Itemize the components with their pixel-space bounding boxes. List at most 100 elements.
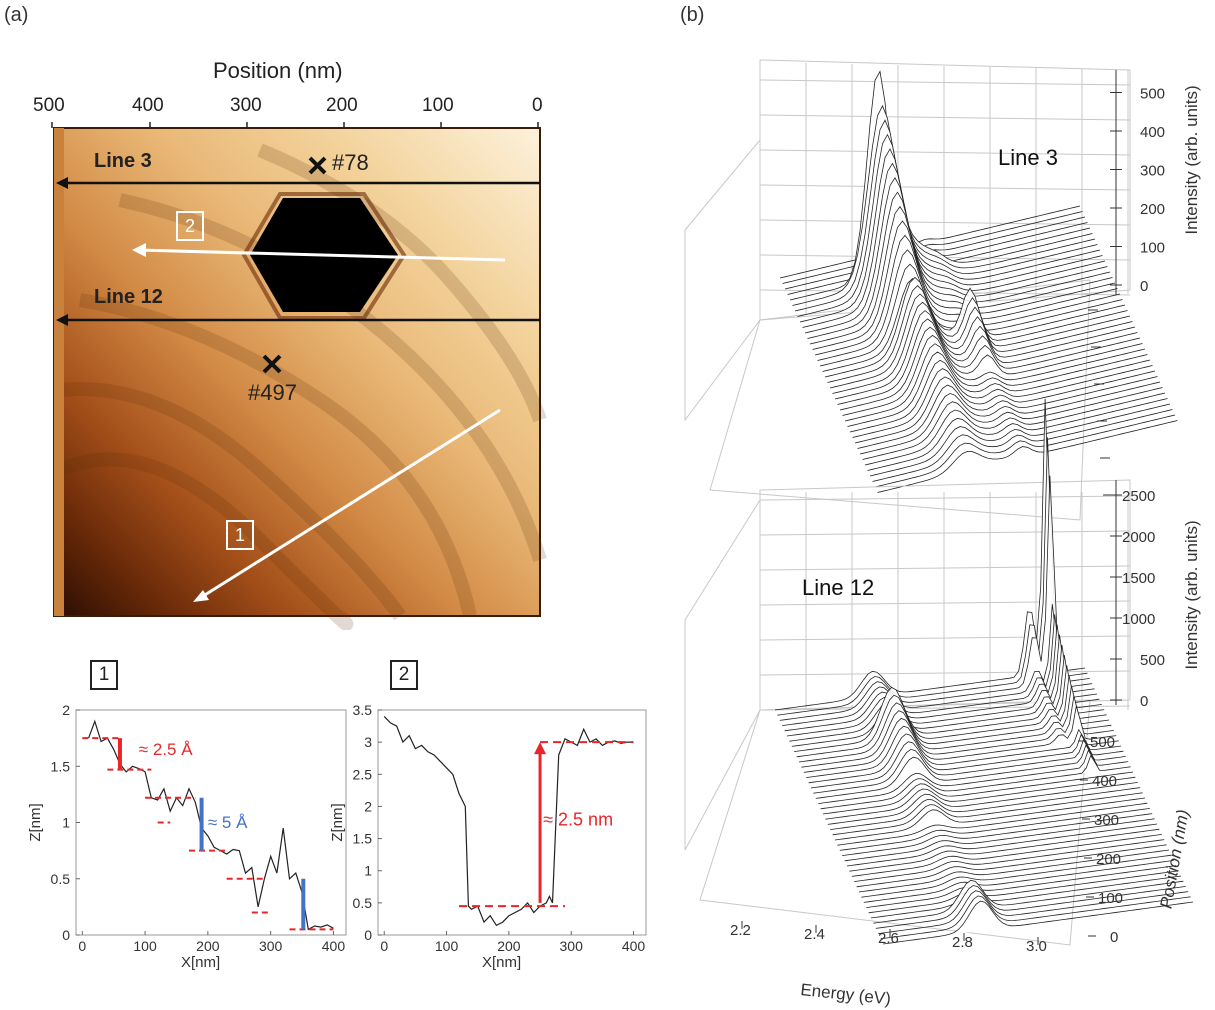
spectrum-line-bottom: [875, 885, 1186, 929]
spectrum-line-bottom: [844, 818, 1155, 862]
spectrum-line-bottom: [806, 705, 1117, 778]
back-wall-left: [684, 138, 761, 422]
line-3-label: Line 3: [94, 150, 152, 172]
y-tick-label: 2: [62, 702, 70, 718]
grid-line: [759, 114, 1131, 121]
spectrum-line-bottom: [820, 754, 1131, 810]
y-tick-label: 3: [364, 734, 372, 750]
spectrum-line-bottom: [832, 792, 1143, 836]
floor-bottom: [699, 699, 1091, 946]
z-tick-label: 0: [1140, 693, 1148, 710]
spectrum-line-bottom: [798, 675, 1110, 763]
position-tick-label: 0: [1110, 929, 1118, 946]
z-tick-label: 100: [1140, 240, 1165, 257]
spectrum-line-bottom: [786, 624, 1098, 737]
spectrum-line-bottom: [878, 890, 1189, 934]
profile-2-box: 2: [390, 660, 418, 690]
grid-line: [759, 495, 1131, 501]
y-tick-label: 0.5: [51, 871, 71, 887]
spectrum-line-bottom: [825, 776, 1136, 820]
position-tick-label: 200: [1096, 851, 1121, 868]
y-tick-label: 1: [364, 863, 372, 879]
z-tick-label: 400: [1140, 124, 1165, 141]
spectrum-line-bottom: [858, 849, 1170, 893]
x-tick-label: 300: [259, 938, 283, 954]
position-tick-label: 500: [1090, 734, 1115, 751]
x-axis-label: X[nm]: [482, 954, 521, 971]
spectrum-line-bottom: [808, 728, 1119, 784]
y-tick-label: 1.5: [353, 831, 373, 847]
energy-tick-label: 2.6: [878, 930, 899, 947]
spectrum-line-bottom: [839, 808, 1150, 851]
profile-1-box: 1: [90, 660, 118, 690]
spectrum-line-bottom: [870, 875, 1182, 919]
spectrum-line-top: [877, 420, 1178, 493]
arrow-2-box: 2: [176, 211, 204, 241]
grid-line: [759, 600, 1131, 606]
energy-tick-label: 2.8: [952, 934, 973, 951]
spectra-3d-chart: 0 100 200 300 400 500 Intensity (arb. units) Li…: [684, 59, 1201, 1008]
grid-line: [759, 149, 1131, 156]
profile-line: [383, 715, 634, 927]
z-tick-label: 1500: [1122, 570, 1155, 587]
afm-tick: 400: [132, 95, 164, 116]
spectrum-line-bottom: [830, 787, 1141, 830]
y-tick-label: 0: [62, 927, 70, 943]
grid-line: [759, 530, 1131, 536]
panel-label-a: (a): [4, 4, 29, 26]
energy-tick-label: 3.0: [1026, 938, 1047, 955]
x-tick-label: 0: [380, 938, 388, 954]
z-tick-label: 2500: [1122, 488, 1155, 505]
line-12-label: Line 12: [94, 286, 163, 308]
x-tick-label: 400: [622, 938, 646, 954]
grid-line: [759, 79, 1131, 86]
spectrum-line-bottom: [801, 685, 1112, 768]
x-axis-label: X[nm]: [181, 954, 220, 971]
x-tick-label: 100: [133, 938, 157, 954]
profile-2-chart: 0 100 200 300 400 0 0.5 1 1.5 2 2.5 3 3.5 X[nm] Z[nm] ≈…: [329, 702, 647, 971]
floor: [709, 279, 1091, 521]
y-tick-label: 1: [62, 815, 70, 831]
y-tick-label: 2: [364, 798, 372, 814]
y-tick-label: 2.5: [353, 766, 373, 782]
y-axis-label: Z[nm]: [27, 803, 44, 841]
back-wall-left-bottom: [684, 498, 761, 851]
spectrum-line-bottom: [796, 665, 1107, 758]
afm-image: [51, 122, 547, 630]
height-arrow-head: [534, 742, 547, 755]
position-tick-label: 100: [1098, 890, 1123, 907]
x-tick-label: 100: [435, 938, 459, 954]
energy-tick-label: 2.4: [804, 926, 825, 943]
spectrum-line-bottom: [854, 839, 1165, 882]
spectrum-line-bottom: [880, 895, 1191, 940]
height-annotation: ≈ 2.5 nm: [543, 810, 613, 830]
spectrum-line-bottom: [784, 614, 1095, 732]
z-tick-label: 0: [1140, 278, 1148, 295]
step-annotation-blue: ≈ 5 Å: [208, 813, 248, 832]
spectrum-line-bottom: [834, 797, 1146, 841]
spectrum-line-bottom: [782, 604, 1093, 726]
y-tick-label: 1.5: [51, 758, 71, 774]
spectrum-line-bottom: [856, 844, 1167, 888]
spectrum-line-bottom: [777, 437, 1088, 716]
spectrum-line-bottom: [791, 644, 1102, 747]
panel-label-b: (b): [680, 4, 705, 26]
y-tick-label: 0: [364, 927, 372, 943]
spectrum-line-bottom: [842, 813, 1153, 856]
grid-line: [759, 184, 1131, 191]
z-tick-label: 500: [1140, 86, 1165, 103]
grid-line: [759, 635, 1131, 641]
grid-line: [759, 565, 1131, 571]
spectrum-line-bottom: [882, 900, 1194, 945]
marker-497-label: #497: [248, 380, 297, 405]
afm-tick: 200: [326, 95, 358, 116]
spectrum-line-bottom: [873, 879, 1184, 924]
spectrum-line-bottom: [813, 739, 1124, 794]
spectrum-line-bottom: [779, 475, 1090, 721]
spectrum-line-bottom: [866, 865, 1177, 908]
spectrum-line-bottom: [846, 823, 1158, 867]
spectrum-line-bottom: [818, 749, 1129, 804]
x-tick-label: 400: [322, 938, 346, 954]
spectrum-line-bottom: [794, 655, 1105, 752]
grid-line: [759, 219, 1131, 226]
